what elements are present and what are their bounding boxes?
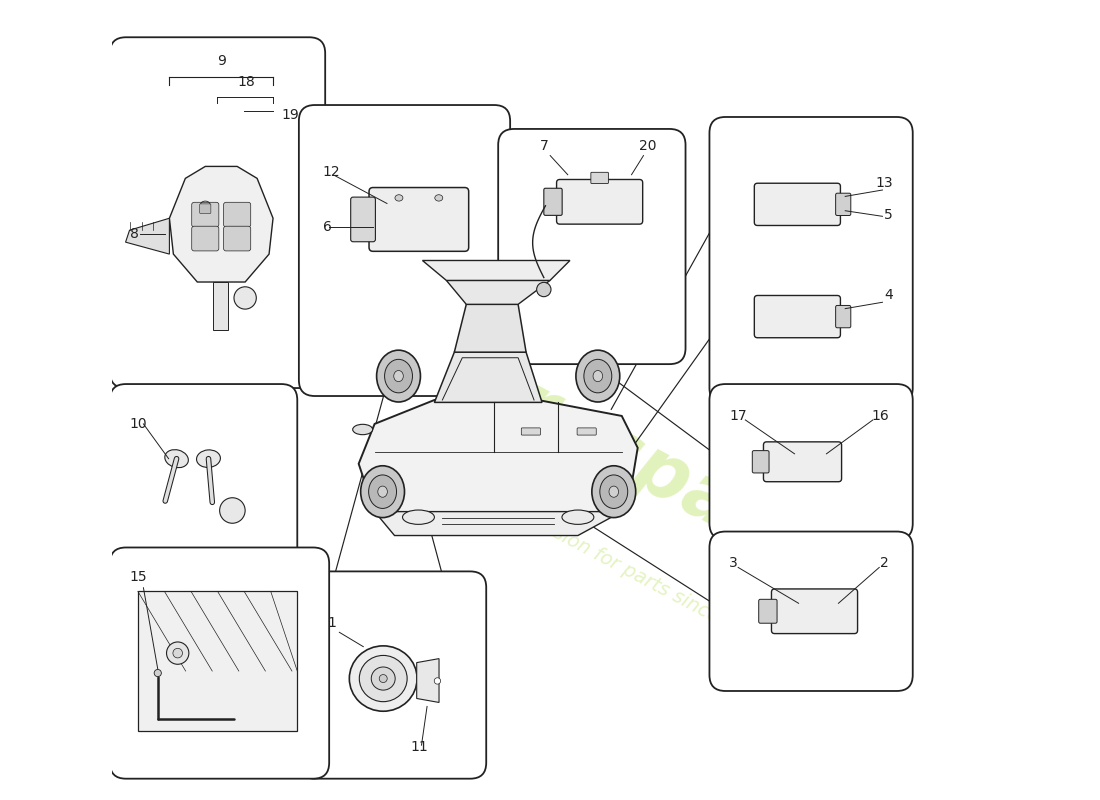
FancyBboxPatch shape <box>223 226 251 251</box>
FancyBboxPatch shape <box>755 183 840 226</box>
Ellipse shape <box>584 359 612 393</box>
Text: 13: 13 <box>876 176 893 190</box>
FancyBboxPatch shape <box>578 428 596 435</box>
FancyBboxPatch shape <box>191 202 219 227</box>
Ellipse shape <box>154 670 162 677</box>
Polygon shape <box>422 261 570 281</box>
Ellipse shape <box>379 674 387 682</box>
FancyBboxPatch shape <box>763 442 842 482</box>
Ellipse shape <box>360 655 407 702</box>
Text: 17: 17 <box>729 409 747 423</box>
Polygon shape <box>454 304 526 352</box>
Text: 16: 16 <box>871 409 889 423</box>
FancyBboxPatch shape <box>710 117 913 404</box>
FancyBboxPatch shape <box>836 194 850 215</box>
FancyBboxPatch shape <box>191 226 219 251</box>
Ellipse shape <box>372 667 395 690</box>
Text: 9: 9 <box>217 54 226 67</box>
Text: 7: 7 <box>539 139 548 153</box>
FancyBboxPatch shape <box>759 599 777 623</box>
Text: 19: 19 <box>280 108 299 122</box>
FancyBboxPatch shape <box>299 105 510 396</box>
Polygon shape <box>213 282 228 330</box>
FancyBboxPatch shape <box>299 571 486 778</box>
Ellipse shape <box>395 194 403 201</box>
Text: 6: 6 <box>322 221 332 234</box>
Text: 11: 11 <box>410 740 428 754</box>
Ellipse shape <box>403 510 434 524</box>
Ellipse shape <box>350 646 417 711</box>
Ellipse shape <box>376 350 420 402</box>
Ellipse shape <box>434 678 441 684</box>
FancyBboxPatch shape <box>521 428 540 435</box>
Polygon shape <box>138 591 297 731</box>
Ellipse shape <box>368 475 396 509</box>
FancyBboxPatch shape <box>110 384 297 571</box>
FancyBboxPatch shape <box>710 384 913 539</box>
Ellipse shape <box>173 648 183 658</box>
Text: 10: 10 <box>130 417 147 431</box>
Text: 15: 15 <box>130 570 147 584</box>
FancyBboxPatch shape <box>110 547 329 778</box>
Ellipse shape <box>361 466 405 518</box>
Text: 5: 5 <box>884 208 893 222</box>
FancyBboxPatch shape <box>755 295 840 338</box>
Text: 12: 12 <box>322 165 340 178</box>
Ellipse shape <box>220 498 245 523</box>
Polygon shape <box>359 400 638 527</box>
FancyBboxPatch shape <box>752 450 769 473</box>
Text: 3: 3 <box>729 557 738 570</box>
FancyBboxPatch shape <box>368 187 469 251</box>
Ellipse shape <box>165 450 188 468</box>
Polygon shape <box>125 218 169 254</box>
FancyBboxPatch shape <box>771 589 858 634</box>
FancyBboxPatch shape <box>836 306 850 328</box>
Ellipse shape <box>592 466 636 518</box>
FancyBboxPatch shape <box>543 188 562 215</box>
Ellipse shape <box>434 194 443 201</box>
Ellipse shape <box>394 370 404 382</box>
Ellipse shape <box>537 282 551 297</box>
FancyBboxPatch shape <box>110 38 326 388</box>
Ellipse shape <box>609 486 618 498</box>
Polygon shape <box>447 281 550 304</box>
Ellipse shape <box>600 475 628 509</box>
FancyBboxPatch shape <box>200 204 211 214</box>
Polygon shape <box>375 512 622 535</box>
Ellipse shape <box>197 450 220 467</box>
Ellipse shape <box>593 370 603 382</box>
Ellipse shape <box>576 350 619 402</box>
Ellipse shape <box>166 642 189 664</box>
Polygon shape <box>169 166 273 282</box>
Ellipse shape <box>377 486 387 498</box>
FancyBboxPatch shape <box>710 531 913 691</box>
Text: 20: 20 <box>639 139 657 153</box>
Text: 1: 1 <box>327 616 336 630</box>
FancyBboxPatch shape <box>351 197 375 242</box>
FancyBboxPatch shape <box>498 129 685 364</box>
Text: 2: 2 <box>880 557 889 570</box>
FancyBboxPatch shape <box>557 179 642 224</box>
FancyBboxPatch shape <box>223 202 251 227</box>
Polygon shape <box>417 658 439 702</box>
Text: eurospares: eurospares <box>407 318 868 610</box>
Ellipse shape <box>234 286 256 309</box>
FancyBboxPatch shape <box>591 172 608 183</box>
Ellipse shape <box>353 424 373 434</box>
Polygon shape <box>434 352 542 402</box>
Text: 18: 18 <box>238 75 255 89</box>
Text: 4: 4 <box>884 288 893 302</box>
Text: 8: 8 <box>130 227 139 241</box>
Ellipse shape <box>562 510 594 524</box>
Ellipse shape <box>385 359 412 393</box>
Text: a passion for parts since 1985: a passion for parts since 1985 <box>503 498 772 653</box>
